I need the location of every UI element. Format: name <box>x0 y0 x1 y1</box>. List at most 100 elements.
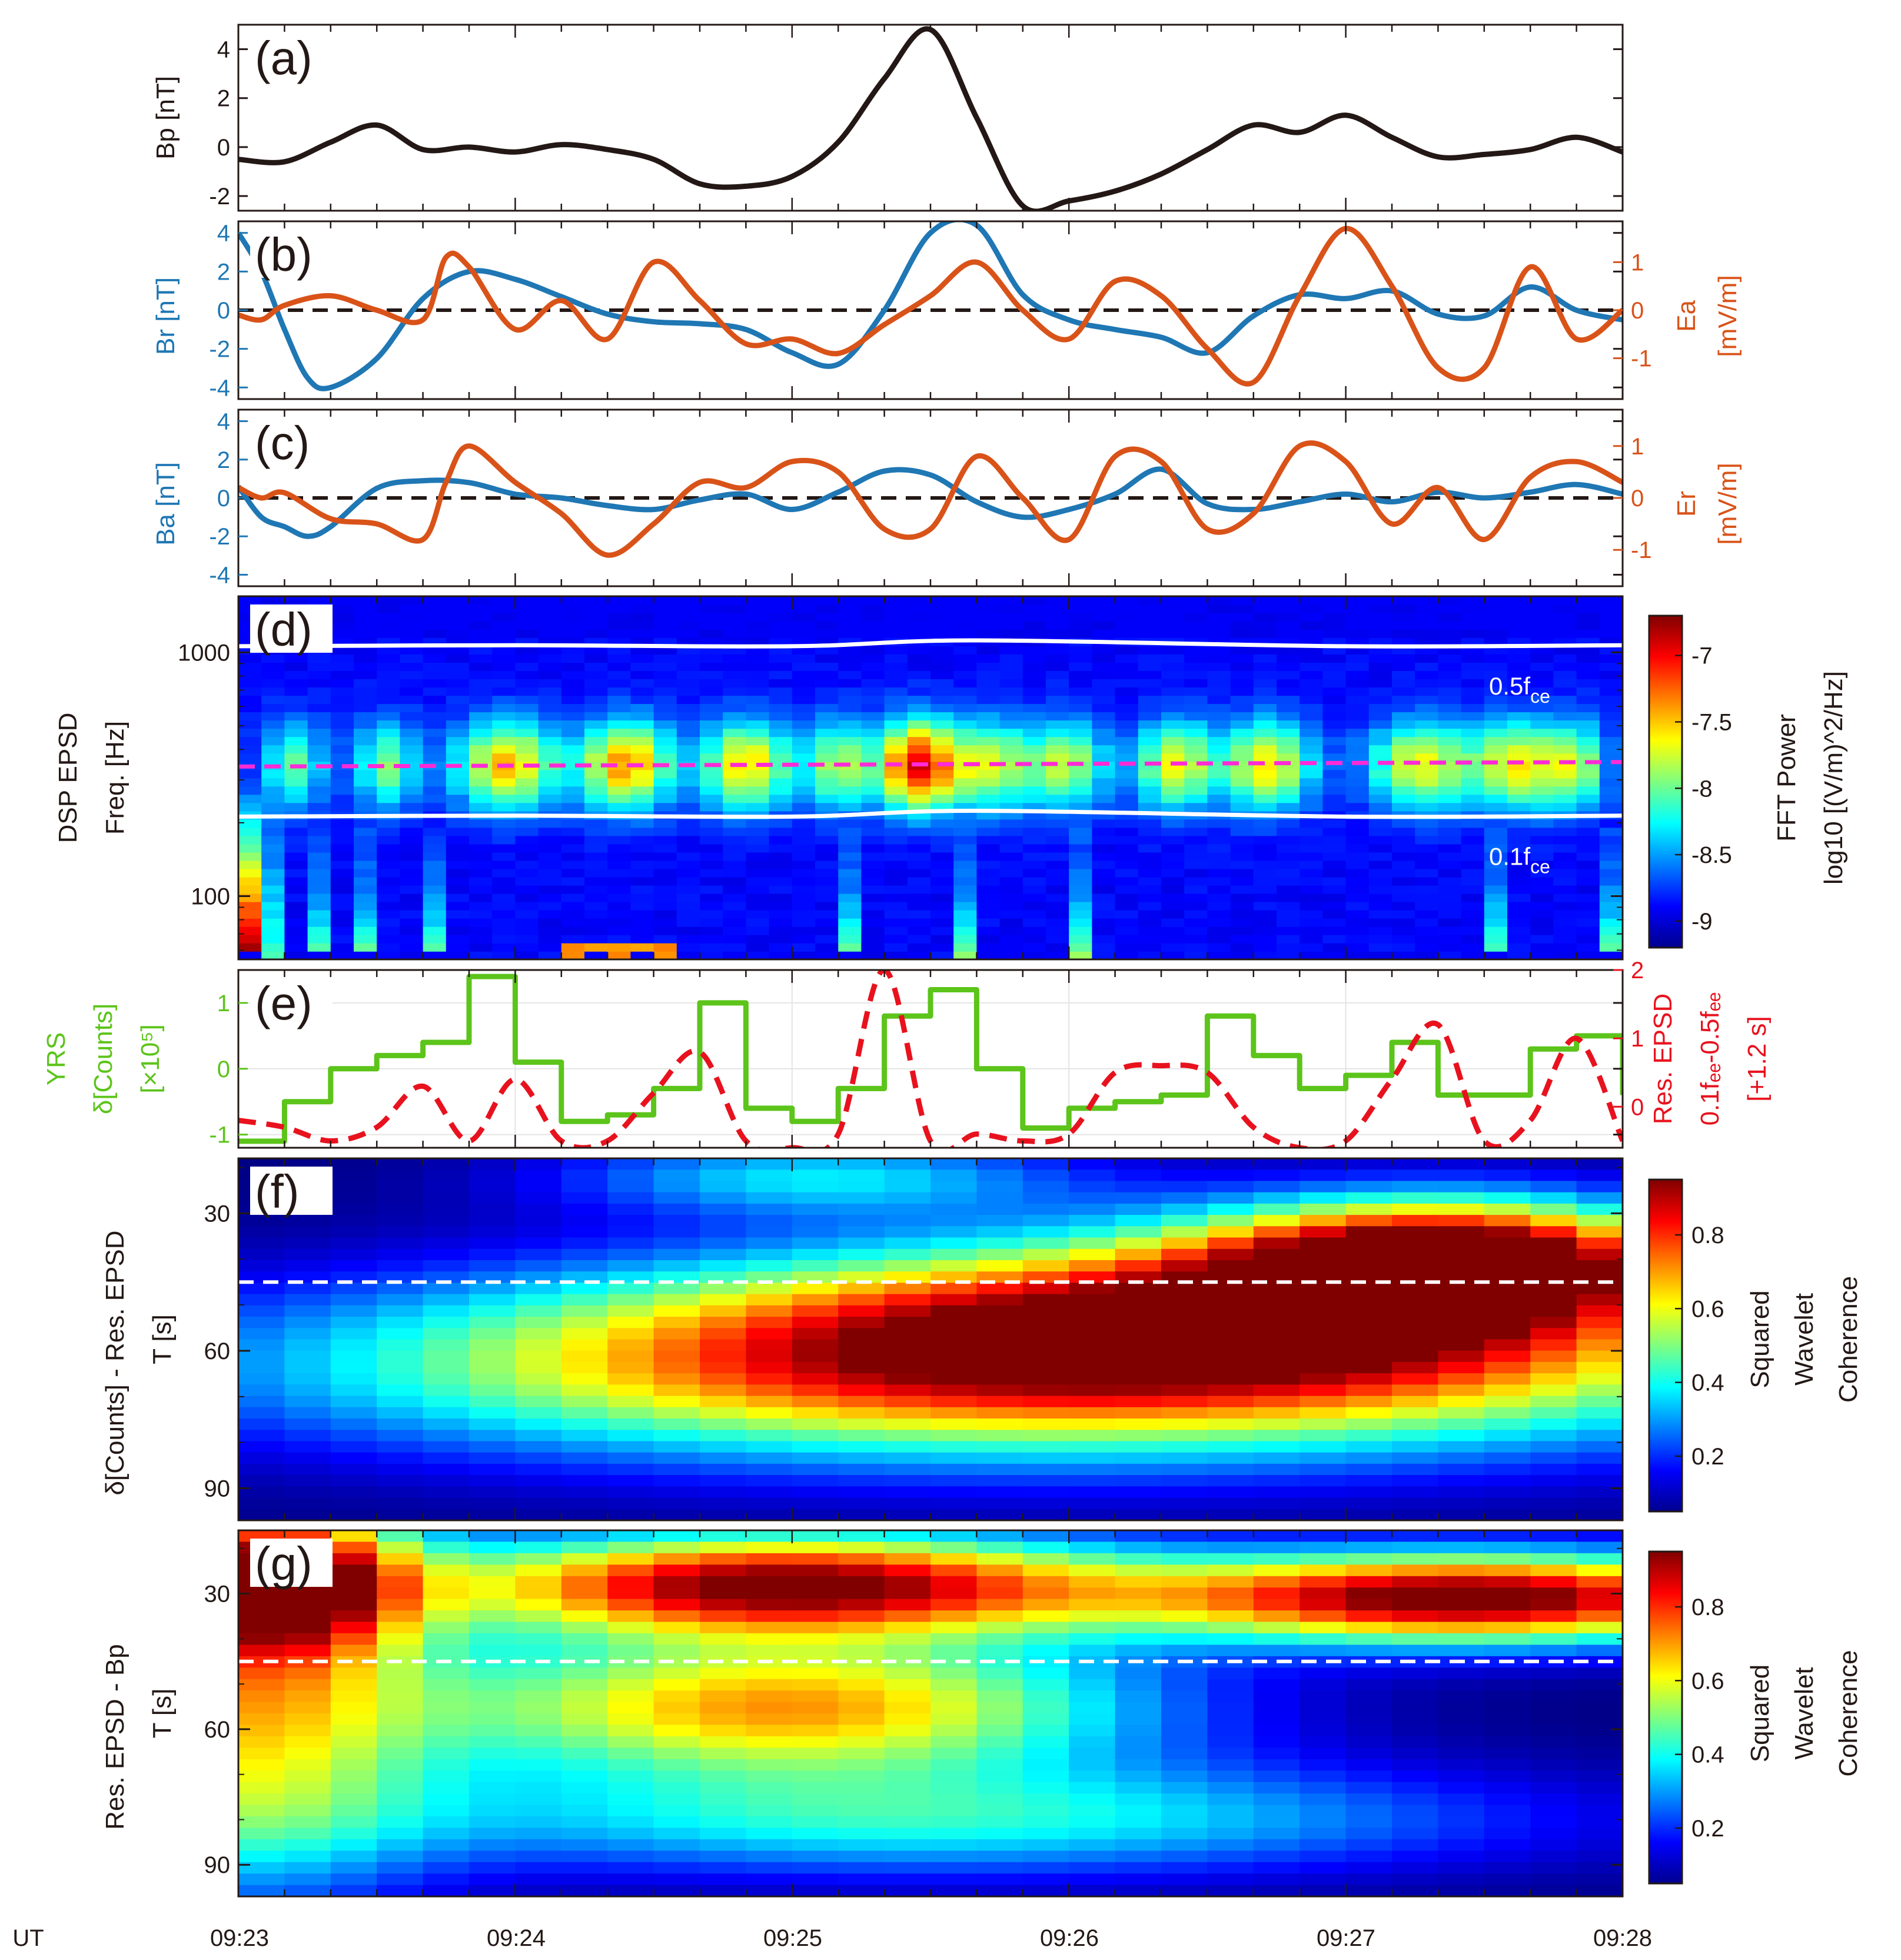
spectrogram-cell <box>1392 934 1415 944</box>
spectrogram-cell <box>492 885 516 894</box>
coherence-cell <box>561 1702 608 1714</box>
coherence-cell <box>792 1759 839 1771</box>
coherence-cell <box>930 1633 978 1646</box>
coherence-cell <box>653 1192 700 1204</box>
coherence-cell <box>1345 1748 1392 1760</box>
spectrogram-cell <box>1530 860 1554 869</box>
coherence-cell <box>561 1839 608 1851</box>
spectrogram-cell <box>1368 852 1392 861</box>
spectrogram-cell <box>1322 687 1347 696</box>
coherence-cell <box>746 1418 793 1430</box>
spectrogram-cell <box>538 819 562 828</box>
spectrogram-cell <box>1553 670 1577 679</box>
spectrogram-cell <box>1207 868 1231 878</box>
spectrogram-cell <box>1092 934 1116 944</box>
spectrogram-cell <box>792 613 816 622</box>
spectrogram-cell <box>1345 736 1370 746</box>
spectrogram-cell <box>1438 827 1462 836</box>
coherence-cell <box>469 1260 516 1272</box>
spectrogram-cell <box>1322 695 1347 705</box>
coherence-cell <box>930 1192 978 1204</box>
coherence-cell <box>1022 1463 1069 1476</box>
spectrogram-cell <box>515 852 539 861</box>
spectrogram-cell <box>1438 604 1462 613</box>
coherence-cell <box>423 1862 470 1874</box>
spectrogram-cell <box>446 926 470 935</box>
spectrogram-cell <box>861 802 885 812</box>
spectrogram-cell <box>723 786 747 795</box>
spectrogram-cell <box>1300 852 1324 861</box>
spectrogram-cell <box>999 786 1023 795</box>
spectrogram-cell <box>1415 621 1439 630</box>
spectrogram-cell <box>330 604 354 613</box>
spectrogram-cell <box>446 778 470 787</box>
spectrogram-cell <box>1300 860 1324 869</box>
spectrogram-cell <box>769 827 793 836</box>
spectrogram-cell <box>1322 712 1347 721</box>
spectrogram-cell <box>1415 893 1439 902</box>
coherence-cell <box>1022 1181 1069 1193</box>
spectrogram-cell <box>884 736 908 746</box>
coherence-cell <box>1069 1248 1116 1261</box>
spectrogram-cell <box>723 695 747 705</box>
spectrogram-cell <box>1115 687 1139 696</box>
spectrogram-cell <box>653 951 677 960</box>
coherence-cell <box>930 1497 978 1510</box>
coherence-cell <box>1115 1713 1162 1726</box>
coherence-cell <box>469 1885 516 1897</box>
coherence-cell <box>1530 1248 1577 1261</box>
spectrogram-cell <box>1022 868 1046 878</box>
spectrogram-cell <box>330 695 354 705</box>
spectrogram-cell <box>769 679 793 687</box>
coherence-cell <box>469 1441 516 1453</box>
spectrogram-cell <box>1345 637 1370 646</box>
coherence-cell <box>700 1702 747 1714</box>
coherence-cell <box>1530 1260 1577 1272</box>
spectrogram-cell <box>515 712 539 721</box>
spectrogram-cell <box>792 951 816 960</box>
spectrogram-cell <box>400 646 424 655</box>
coherence-cell <box>792 1667 839 1680</box>
spectrogram-cell <box>354 868 377 878</box>
coherence-cell <box>561 1851 608 1863</box>
spectrogram-cell <box>1161 852 1185 861</box>
spectrogram-cell <box>907 728 931 738</box>
spectrogram-cell <box>1576 943 1600 952</box>
coherence-cell <box>930 1702 978 1714</box>
spectrogram-cell <box>746 843 770 853</box>
spectrogram-cell <box>1530 629 1554 638</box>
spectrogram-cell <box>1415 753 1439 762</box>
spectrogram-cell <box>746 934 770 944</box>
spectrogram-cell <box>1461 736 1485 746</box>
coherence-cell <box>884 1237 931 1250</box>
coherence-cell <box>746 1181 793 1193</box>
coherence-cell <box>1530 1441 1577 1453</box>
spectrogram-cell <box>653 852 677 861</box>
spectrogram-cell <box>423 794 447 803</box>
coherence-cell <box>1438 1564 1485 1577</box>
spectrogram-cell <box>861 662 885 671</box>
spectrogram-cell <box>354 926 377 935</box>
spectrogram-cell <box>815 786 839 795</box>
spectrogram-cell <box>515 901 539 911</box>
coherence-cell <box>561 1215 608 1227</box>
coherence-cell <box>1069 1407 1116 1419</box>
spectrogram-cell <box>976 893 1001 902</box>
spectrogram-cell <box>1253 893 1277 902</box>
spectrogram-cell <box>700 794 723 803</box>
spectrogram-cell <box>700 670 723 679</box>
spectrogram-cell <box>930 893 954 902</box>
spectrogram-cell <box>1415 769 1439 779</box>
spectrogram-cell <box>400 769 424 779</box>
coherence-cell <box>607 1203 654 1215</box>
spectrogram-cell <box>976 876 1001 886</box>
spectrogram-cell <box>723 868 747 878</box>
spectrogram-cell <box>1484 613 1508 622</box>
spectrogram-cell <box>746 679 770 687</box>
spectrogram-cell <box>1461 926 1485 935</box>
spectrogram-cell <box>1322 621 1347 630</box>
spectrogram-cell <box>1368 745 1392 754</box>
coherence-cell <box>838 1486 885 1499</box>
spectrogram-cell <box>1576 604 1600 613</box>
spectrogram-cell <box>1184 613 1208 622</box>
